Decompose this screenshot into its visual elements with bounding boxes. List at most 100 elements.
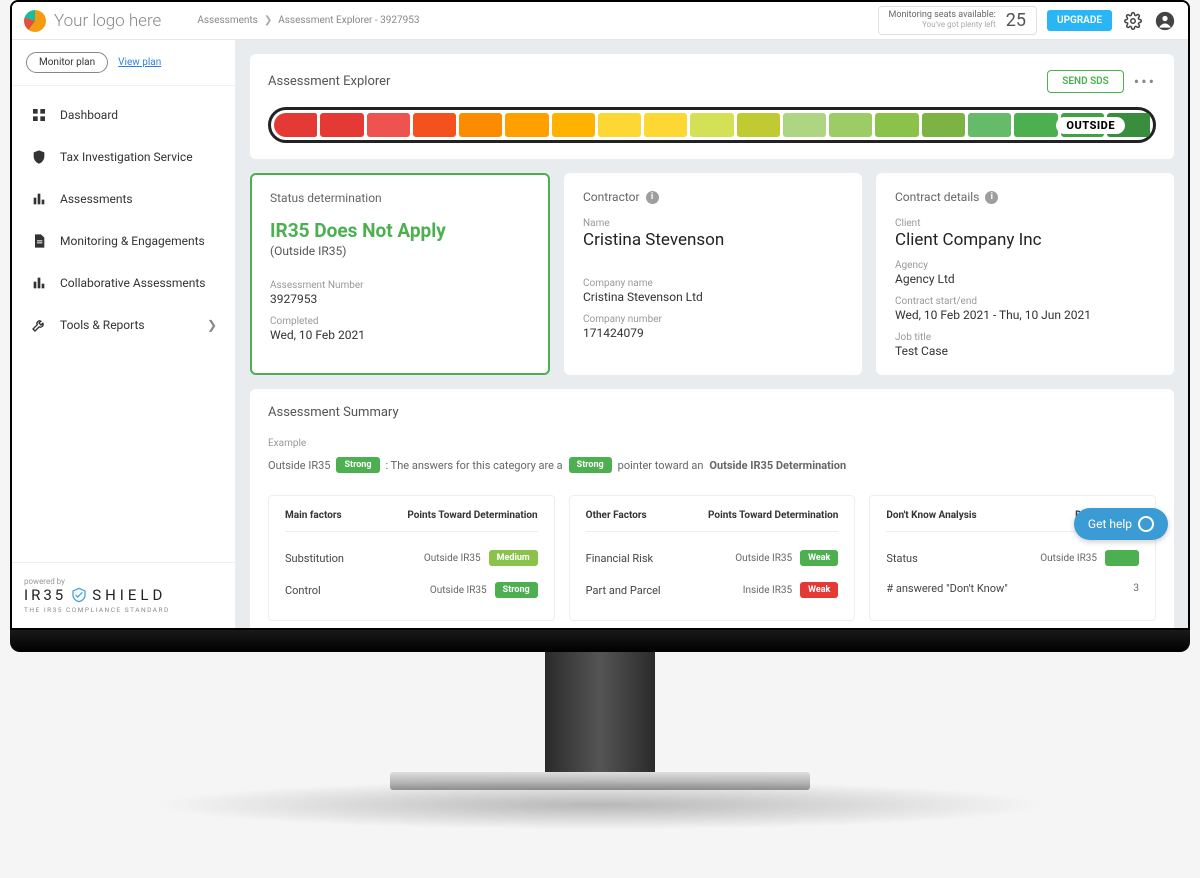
- strength-pill: Medium: [489, 550, 538, 566]
- factor-row: ControlOutside IR35Strong: [285, 574, 538, 606]
- nav-item-monitoring-engagements[interactable]: Monitoring & Engagements: [12, 220, 235, 262]
- account-icon[interactable]: [1154, 10, 1176, 32]
- gauge-label: OUTSIDE: [1056, 117, 1125, 134]
- main-factors-col: Main factors Points Toward Determination…: [268, 495, 555, 621]
- dashboard-icon: [30, 106, 48, 124]
- gauge-segment: [598, 113, 641, 137]
- factor-row: # answered "Don't Know" 3: [886, 574, 1139, 603]
- field-value: Client Company Inc: [895, 230, 1155, 250]
- field-value: Agency Ltd: [895, 272, 1155, 286]
- example-prefix: Outside IR35: [268, 459, 330, 472]
- upgrade-button[interactable]: UPGRADE: [1047, 10, 1112, 31]
- factor-name: Part and Parcel: [586, 584, 661, 597]
- field-label: Completed: [270, 316, 530, 327]
- monitor-plan-button[interactable]: Monitor plan: [26, 52, 108, 73]
- factor-name: Substitution: [285, 552, 344, 565]
- nav-item-tools-reports[interactable]: Tools & Reports ❯: [12, 304, 235, 346]
- example-tail: pointer toward an: [618, 459, 704, 472]
- field-label: Agency: [895, 260, 1155, 271]
- col-head-left: Don't Know Analysis: [886, 510, 976, 521]
- breadcrumb-root[interactable]: Assessments: [197, 15, 258, 26]
- nav-label: Tools & Reports: [60, 318, 145, 332]
- example-mid: : The answers for this category are a: [386, 459, 563, 472]
- nav-item-collaborative-assessments[interactable]: Collaborative Assessments: [12, 262, 235, 304]
- gauge-segment: [829, 113, 872, 137]
- factor-name: # answered "Don't Know": [886, 582, 1007, 595]
- panel-title: Assessment Explorer: [268, 74, 390, 89]
- card-title: Contract details: [895, 190, 979, 204]
- get-help-button[interactable]: Get help: [1074, 508, 1168, 540]
- chat-icon: [1138, 516, 1154, 532]
- field-label: Name: [583, 218, 843, 229]
- strength-pill: Weak: [800, 550, 838, 566]
- factor-row: SubstitutionOutside IR35Medium: [285, 542, 538, 574]
- help-label: Get help: [1088, 517, 1132, 531]
- summary-example: Example Outside IR35 Strong : The answer…: [268, 438, 1156, 473]
- nav-item-dashboard[interactable]: Dashboard: [12, 94, 235, 136]
- chart-icon: [30, 274, 48, 292]
- field-value: Cristina Stevenson: [583, 230, 843, 250]
- field-value: Wed, 10 Feb 2021: [270, 328, 530, 342]
- col-head-left: Main factors: [285, 510, 342, 521]
- doc-icon: [30, 232, 48, 250]
- other-factors-col: Other Factors Points Toward Determinatio…: [569, 495, 856, 621]
- main-content: Assessment Explorer SEND SDS ••• OUTSIDE…: [236, 40, 1188, 628]
- gauge-segment: [922, 113, 965, 137]
- factor-name: Financial Risk: [586, 552, 653, 565]
- nav-label: Monitoring & Engagements: [60, 234, 205, 248]
- breadcrumbs: Assessments ❯ Assessment Explorer - 3927…: [197, 15, 419, 26]
- gauge-segment: [459, 113, 502, 137]
- gauge-segment: [552, 113, 595, 137]
- strength-pill: Strong: [336, 457, 379, 473]
- factor-determination: Outside IR35: [1040, 553, 1097, 564]
- footer-brand: IR35 SHIELD: [24, 586, 223, 604]
- field-label: Job title: [895, 332, 1155, 343]
- shield-icon: [30, 148, 48, 166]
- gauge-segment: [690, 113, 733, 137]
- gauge-segment: [737, 113, 780, 137]
- factor-determination: 3: [1133, 583, 1139, 594]
- nav-label: Assessments: [60, 192, 133, 206]
- status-determination-card: Status determination IR35 Does Not Apply…: [250, 173, 550, 375]
- info-icon[interactable]: i: [985, 191, 998, 204]
- info-icon[interactable]: i: [646, 191, 659, 204]
- gauge-segment: [968, 113, 1011, 137]
- nav-item-tax-investigation-service[interactable]: Tax Investigation Service: [12, 136, 235, 178]
- powered-by-label: powered by: [24, 577, 223, 586]
- seats-count: 25: [1006, 10, 1026, 31]
- gauge-segment: [1014, 113, 1057, 137]
- gauge-segment: [274, 113, 317, 137]
- seats-available: Monitoring seats available: You've got p…: [878, 6, 1038, 35]
- sidebar: Monitor plan View plan Dashboard Tax Inve…: [12, 40, 236, 628]
- footer-logo: powered by IR35 SHIELD THE IR35 COMPLIAN…: [12, 562, 235, 628]
- factor-determination: Outside IR35: [430, 585, 487, 596]
- field-value: Cristina Stevenson Ltd: [583, 290, 843, 304]
- field-label: Company name: [583, 278, 843, 289]
- gauge-segment: [367, 113, 410, 137]
- topbar: Your logo here Assessments ❯ Assessment …: [12, 2, 1188, 40]
- footer-tagline: THE IR35 COMPLIANCE STANDARD: [24, 606, 223, 614]
- gauge-segment: [875, 113, 918, 137]
- gauge-segment: [505, 113, 548, 137]
- nav-label: Tax Investigation Service: [60, 150, 193, 164]
- contract-details-card: Contract detailsi Client Client Company …: [876, 173, 1174, 375]
- strength-pill: [1105, 550, 1139, 566]
- factor-determination: Inside IR35: [743, 585, 792, 596]
- example-label: Example: [268, 438, 1156, 449]
- explorer-panel: Assessment Explorer SEND SDS ••• OUTSIDE: [250, 54, 1174, 159]
- settings-icon[interactable]: [1122, 10, 1144, 32]
- view-plan-link[interactable]: View plan: [118, 57, 161, 68]
- nav-label: Dashboard: [60, 108, 118, 122]
- tools-icon: [30, 316, 48, 334]
- nav-item-assessments[interactable]: Assessments: [12, 178, 235, 220]
- more-icon[interactable]: •••: [1134, 72, 1156, 91]
- field-label: Company number: [583, 314, 843, 325]
- factor-row: Part and ParcelInside IR35Weak: [586, 574, 839, 606]
- example-bold: Outside IR35 Determination: [709, 459, 846, 472]
- gauge-segment: [644, 113, 687, 137]
- chevron-right-icon: ❯: [264, 15, 272, 26]
- chevron-right-icon: ❯: [207, 318, 217, 332]
- chart-icon: [30, 190, 48, 208]
- col-head-left: Other Factors: [586, 510, 647, 521]
- send-sds-button[interactable]: SEND SDS: [1047, 70, 1124, 93]
